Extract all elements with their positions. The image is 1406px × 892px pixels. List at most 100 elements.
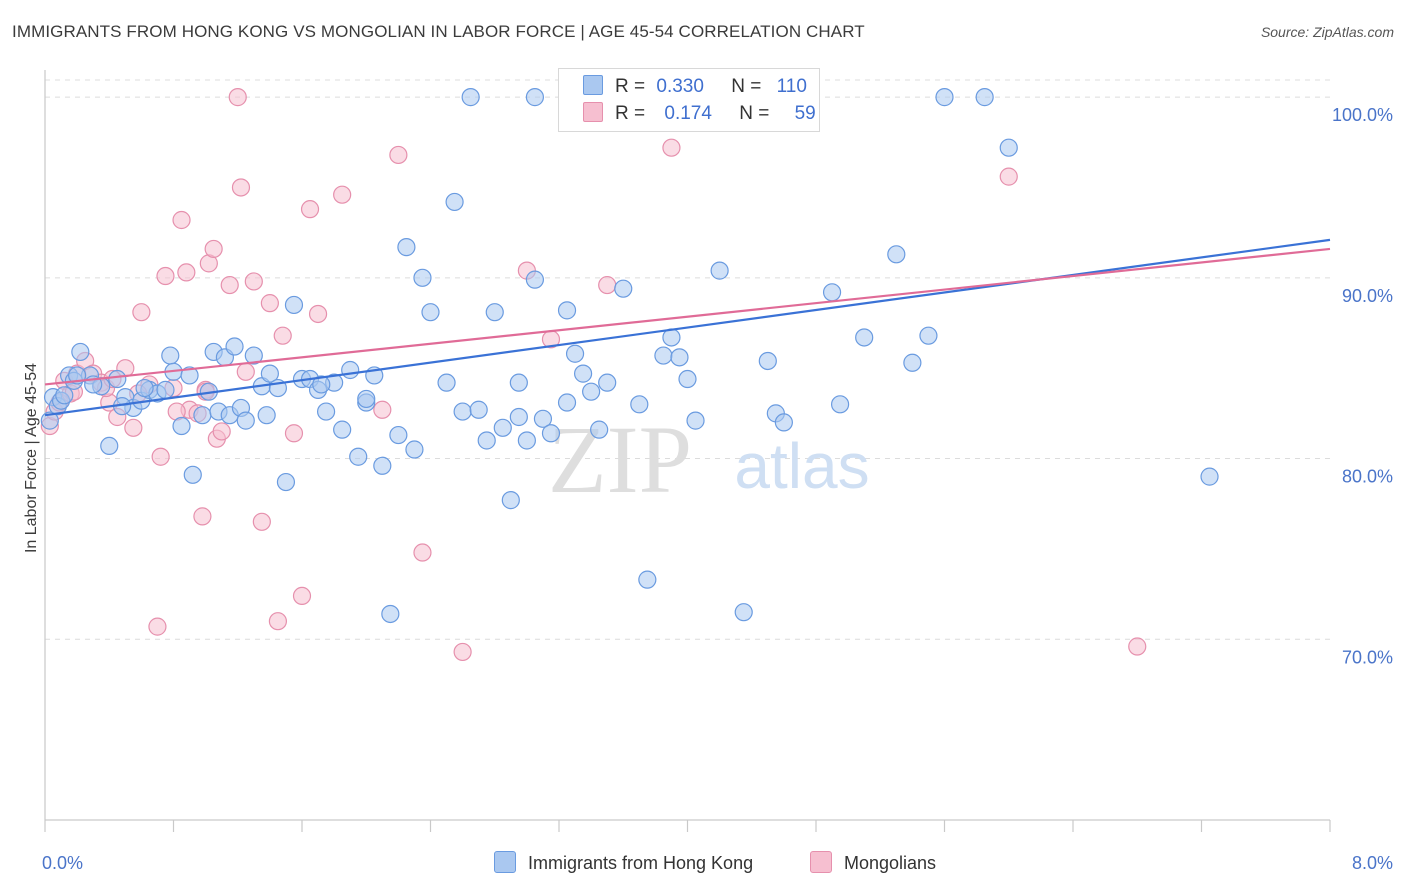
tick-labels: 70.0% 80.0% 90.0% 100.0% 0.0% 8.0% — [42, 105, 1393, 873]
point-hong-kong — [501, 491, 520, 510]
point-hong-kong — [161, 346, 180, 365]
point-mongolians — [177, 263, 196, 282]
point-mongolians — [300, 200, 320, 219]
series-legend-hong-kong: Immigrants from Hong Kong — [494, 851, 753, 874]
legend-r-label: R = — [615, 76, 646, 97]
point-mongolians — [151, 447, 170, 466]
point-mongolians — [252, 512, 271, 531]
point-mongolians — [373, 400, 392, 419]
point-hong-kong — [638, 570, 657, 589]
point-hong-kong — [525, 88, 545, 107]
y-tick-label: 70.0% — [1342, 647, 1393, 667]
point-hong-kong — [822, 283, 842, 302]
series-mongolians-points — [40, 88, 1147, 662]
point-mongolians — [308, 304, 328, 324]
point-hong-kong — [453, 402, 472, 421]
point-mongolians — [284, 424, 304, 443]
point-hong-kong — [887, 245, 906, 264]
point-hong-kong — [236, 411, 255, 430]
point-hong-kong — [381, 604, 400, 624]
legend-swatch-blue — [583, 75, 603, 95]
trend-line-hong-kong — [44, 238, 1331, 417]
legend-n-value: 59 — [794, 103, 816, 124]
point-mongolians — [662, 138, 681, 157]
y-tick-label: 100.0% — [1332, 105, 1393, 125]
point-hong-kong — [421, 303, 440, 322]
point-hong-kong — [349, 447, 368, 466]
point-hong-kong — [373, 456, 392, 475]
point-hong-kong — [225, 337, 244, 356]
point-hong-kong — [477, 431, 496, 450]
point-hong-kong — [469, 400, 488, 419]
chart-title: IMMIGRANTS FROM HONG KONG VS MONGOLIAN I… — [12, 22, 865, 41]
point-mongolians — [204, 239, 223, 259]
point-hong-kong — [999, 138, 1018, 157]
point-mongolians — [413, 543, 432, 562]
point-hong-kong — [276, 472, 296, 492]
legend-swatch-blue — [494, 851, 516, 873]
point-mongolians — [333, 185, 352, 204]
y-tick-label: 90.0% — [1342, 286, 1393, 306]
point-hong-kong — [678, 369, 697, 389]
point-hong-kong — [100, 436, 119, 456]
point-hong-kong — [413, 268, 432, 287]
axes — [44, 70, 1331, 832]
point-mongolians — [212, 422, 231, 441]
point-hong-kong — [461, 88, 480, 107]
point-hong-kong — [357, 389, 376, 409]
watermark: ZIP atlas — [548, 406, 870, 513]
point-hong-kong — [557, 393, 577, 412]
point-hong-kong — [517, 431, 536, 450]
correlation-legend: R = 0.330 N = 110 R = 0.174 N = 59 — [558, 68, 820, 132]
point-mongolians — [193, 507, 212, 526]
point-hong-kong — [172, 416, 191, 436]
series-legend-label: Mongolians — [844, 853, 937, 873]
legend-n-label: N = — [731, 76, 762, 97]
point-hong-kong — [830, 395, 850, 414]
point-hong-kong — [935, 88, 954, 107]
legend-r-label: R = — [615, 103, 646, 124]
point-hong-kong — [590, 420, 609, 439]
legend-n-value: 110 — [776, 76, 807, 97]
point-mongolians — [220, 275, 239, 295]
watermark-atlas: atlas — [734, 430, 869, 502]
legend-swatch-pink — [583, 102, 603, 122]
point-hong-kong — [533, 409, 553, 428]
point-mongolians — [231, 178, 251, 197]
point-hong-kong — [1200, 467, 1219, 486]
point-hong-kong — [108, 369, 127, 389]
point-hong-kong — [565, 344, 585, 363]
x-tick-label-max: 8.0% — [1352, 853, 1393, 873]
point-hong-kong — [525, 270, 545, 289]
point-hong-kong — [758, 351, 777, 371]
point-hong-kong — [316, 402, 336, 421]
point-mongolians — [172, 210, 191, 230]
point-hong-kong — [55, 386, 74, 405]
point-hong-kong — [312, 375, 331, 394]
point-mongolians — [1128, 637, 1147, 656]
point-hong-kong — [156, 380, 175, 399]
series-legend: Immigrants from Hong Kong Mongolians — [0, 851, 1406, 879]
point-hong-kong — [183, 465, 202, 484]
point-mongolians — [228, 88, 247, 107]
point-mongolians — [389, 145, 408, 165]
legend-row-hong-kong: R = 0.330 N = 110 — [583, 75, 807, 99]
point-hong-kong — [437, 373, 456, 392]
point-hong-kong — [686, 411, 705, 430]
point-hong-kong — [445, 192, 464, 212]
point-mongolians — [292, 586, 312, 606]
point-mongolians — [268, 612, 288, 631]
point-hong-kong — [654, 346, 673, 365]
series-legend-mongolians: Mongolians — [810, 851, 936, 874]
legend-r-value: 0.330 — [656, 76, 704, 97]
point-mongolians — [236, 362, 255, 381]
point-hong-kong — [260, 364, 279, 383]
legend-r-value: 0.174 — [664, 103, 712, 124]
point-hong-kong — [341, 360, 360, 380]
point-hong-kong — [670, 348, 689, 367]
point-hong-kong — [582, 382, 601, 401]
point-hong-kong — [397, 238, 416, 257]
point-hong-kong — [180, 366, 199, 385]
trend-lines — [44, 238, 1331, 417]
